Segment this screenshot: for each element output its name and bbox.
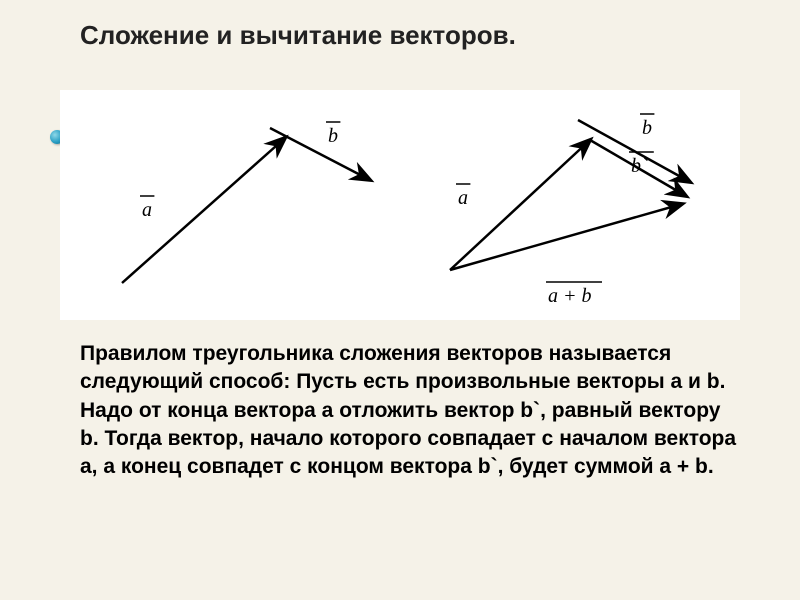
label-b-right: b	[640, 114, 654, 139]
svg-text:b: b	[642, 117, 652, 139]
svg-text:b: b	[328, 125, 338, 147]
svg-text:a + b: a + b	[548, 285, 592, 307]
diagram-svg: a b a b b` a + b	[60, 90, 740, 320]
label-b-prime-right: b`	[629, 152, 654, 177]
body-text: Правилом треугольника сложения векторов …	[80, 340, 740, 482]
page-title: Сложение и вычитание векторов.	[80, 20, 780, 51]
vector-b-left	[270, 128, 370, 180]
label-b-left: b	[326, 122, 340, 147]
svg-text:b`: b`	[631, 155, 648, 177]
svg-text:a: a	[142, 199, 152, 221]
label-sum-right: a + b	[546, 282, 602, 307]
vector-diagram: a b a b b` a + b	[60, 90, 740, 320]
label-a-right: a	[456, 184, 470, 209]
svg-text:a: a	[458, 187, 468, 209]
label-a-left: a	[140, 196, 154, 221]
